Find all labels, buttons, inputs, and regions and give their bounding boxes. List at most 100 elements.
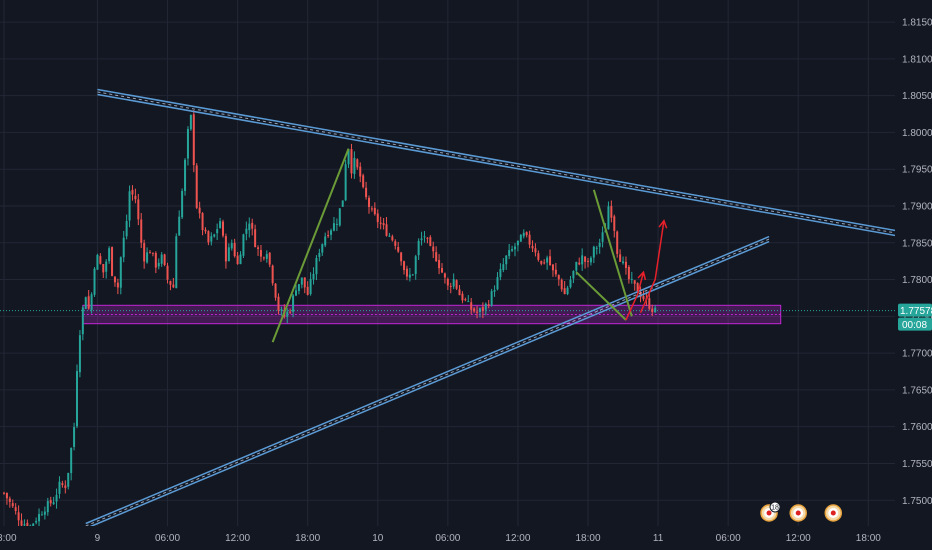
candle-body	[70, 447, 73, 474]
candle-body	[295, 290, 297, 296]
flag-icon[interactable]	[789, 504, 807, 522]
candle-body	[397, 247, 400, 252]
candle-body	[58, 481, 61, 494]
candle-body	[251, 222, 254, 229]
candle-body	[616, 231, 619, 254]
candle-body	[64, 485, 67, 489]
candle-body	[516, 240, 519, 246]
price-tick-label: 1.81000	[902, 54, 932, 65]
price-axis[interactable]: 1.81500 1.81000 1.80500 1.80000 1.79500 1.790…	[895, 0, 932, 550]
price-tick-label: 1.80500	[902, 91, 932, 102]
candle-body	[522, 232, 525, 237]
time-tick-label: 18:00	[295, 533, 320, 544]
candle-body	[332, 223, 335, 231]
candle-body	[125, 221, 128, 237]
price-tick-label: 1.77000	[902, 349, 932, 360]
candle-body	[642, 296, 645, 300]
trendline-upper-edge[interactable]	[97, 93, 910, 239]
pattern-line[interactable]	[592, 189, 633, 317]
candle-body	[476, 311, 479, 313]
candle-body	[598, 242, 601, 247]
trendline-lower-edge[interactable]	[85, 240, 770, 530]
candle-body	[584, 256, 587, 262]
candle-body	[119, 257, 122, 288]
candle-body	[473, 308, 476, 312]
candle-body	[546, 257, 549, 263]
trendline-lower-core[interactable]	[85, 238, 770, 527]
candle-body	[461, 293, 464, 301]
time-tick-label: 12:00	[786, 533, 811, 544]
candle-body	[14, 507, 17, 511]
event-icons[interactable]: 18	[760, 501, 843, 522]
arrow-head[interactable]	[658, 219, 668, 229]
support-zone[interactable]	[0, 304, 895, 325]
candle-body	[365, 187, 368, 198]
trendline-upper-core[interactable]	[97, 91, 910, 236]
time-tick-label: 12:00	[505, 533, 530, 544]
price-tick-label: 1.80000	[902, 128, 932, 139]
flag-icon[interactable]: 18	[760, 501, 781, 522]
trendlines[interactable]	[85, 88, 910, 530]
candle-body	[470, 302, 473, 310]
candle-body	[55, 494, 58, 502]
arrow-head[interactable]	[637, 270, 647, 281]
candle-body	[195, 165, 198, 208]
candle-body	[105, 261, 108, 272]
candle-body	[90, 294, 93, 310]
candle-body	[350, 149, 353, 174]
pattern-lines[interactable]	[271, 148, 633, 343]
time-tick-label: 06:00	[435, 533, 460, 544]
candle-body	[309, 279, 312, 295]
candle-body	[622, 261, 625, 264]
candle-body	[484, 303, 487, 310]
pattern-line[interactable]	[271, 148, 350, 343]
candle-body	[379, 222, 382, 224]
candle-body	[438, 260, 441, 269]
candle-body	[157, 262, 160, 267]
candle-body	[321, 244, 324, 253]
arrow-path[interactable]	[625, 272, 645, 321]
price-tick-label: 1.75000	[902, 496, 932, 507]
pattern-line[interactable]	[575, 271, 627, 321]
price-tick-label: 1.79500	[902, 165, 932, 176]
candle-body	[414, 256, 417, 274]
candle-body	[540, 260, 543, 264]
candle-body	[248, 223, 251, 231]
candle-body	[525, 232, 528, 236]
price-tick-label: 1.76000	[902, 422, 932, 433]
trendline-upper-edge[interactable]	[97, 88, 910, 234]
price-tick-label: 1.75500	[902, 459, 932, 470]
candle-body	[268, 252, 271, 265]
candle-body	[341, 200, 344, 207]
candle-body	[274, 283, 277, 298]
time-axis[interactable]: 18:00 9 06:00 12:00 18:00 10 06:00 12:00 18:00 11…	[0, 526, 895, 550]
candle-body	[441, 268, 443, 273]
candle-body	[111, 247, 114, 276]
grid-lines	[0, 0, 895, 526]
flag-icon[interactable]	[824, 504, 843, 522]
arrow-path[interactable]	[639, 220, 665, 313]
candle-body	[549, 256, 552, 266]
trendline-lower-edge[interactable]	[85, 235, 770, 525]
candle-body	[134, 195, 137, 200]
candle-body	[184, 159, 187, 191]
candle-body	[306, 286, 309, 295]
candle-body	[654, 307, 657, 313]
candle-body	[575, 261, 578, 271]
candle-body	[362, 175, 365, 188]
candle-body	[108, 248, 111, 262]
candle-body	[23, 524, 26, 526]
candle-body	[478, 308, 481, 313]
candle-body	[213, 234, 216, 237]
projection-arrows[interactable]	[625, 219, 668, 321]
time-tick-label: 18:00	[856, 533, 881, 544]
candle-body	[388, 235, 391, 237]
candle-body	[514, 246, 516, 250]
candle-body	[449, 285, 452, 287]
price-tick-label: 1.81500	[902, 18, 932, 29]
candle-body	[219, 221, 222, 229]
candle-body	[338, 208, 341, 226]
candle-body	[5, 492, 8, 499]
